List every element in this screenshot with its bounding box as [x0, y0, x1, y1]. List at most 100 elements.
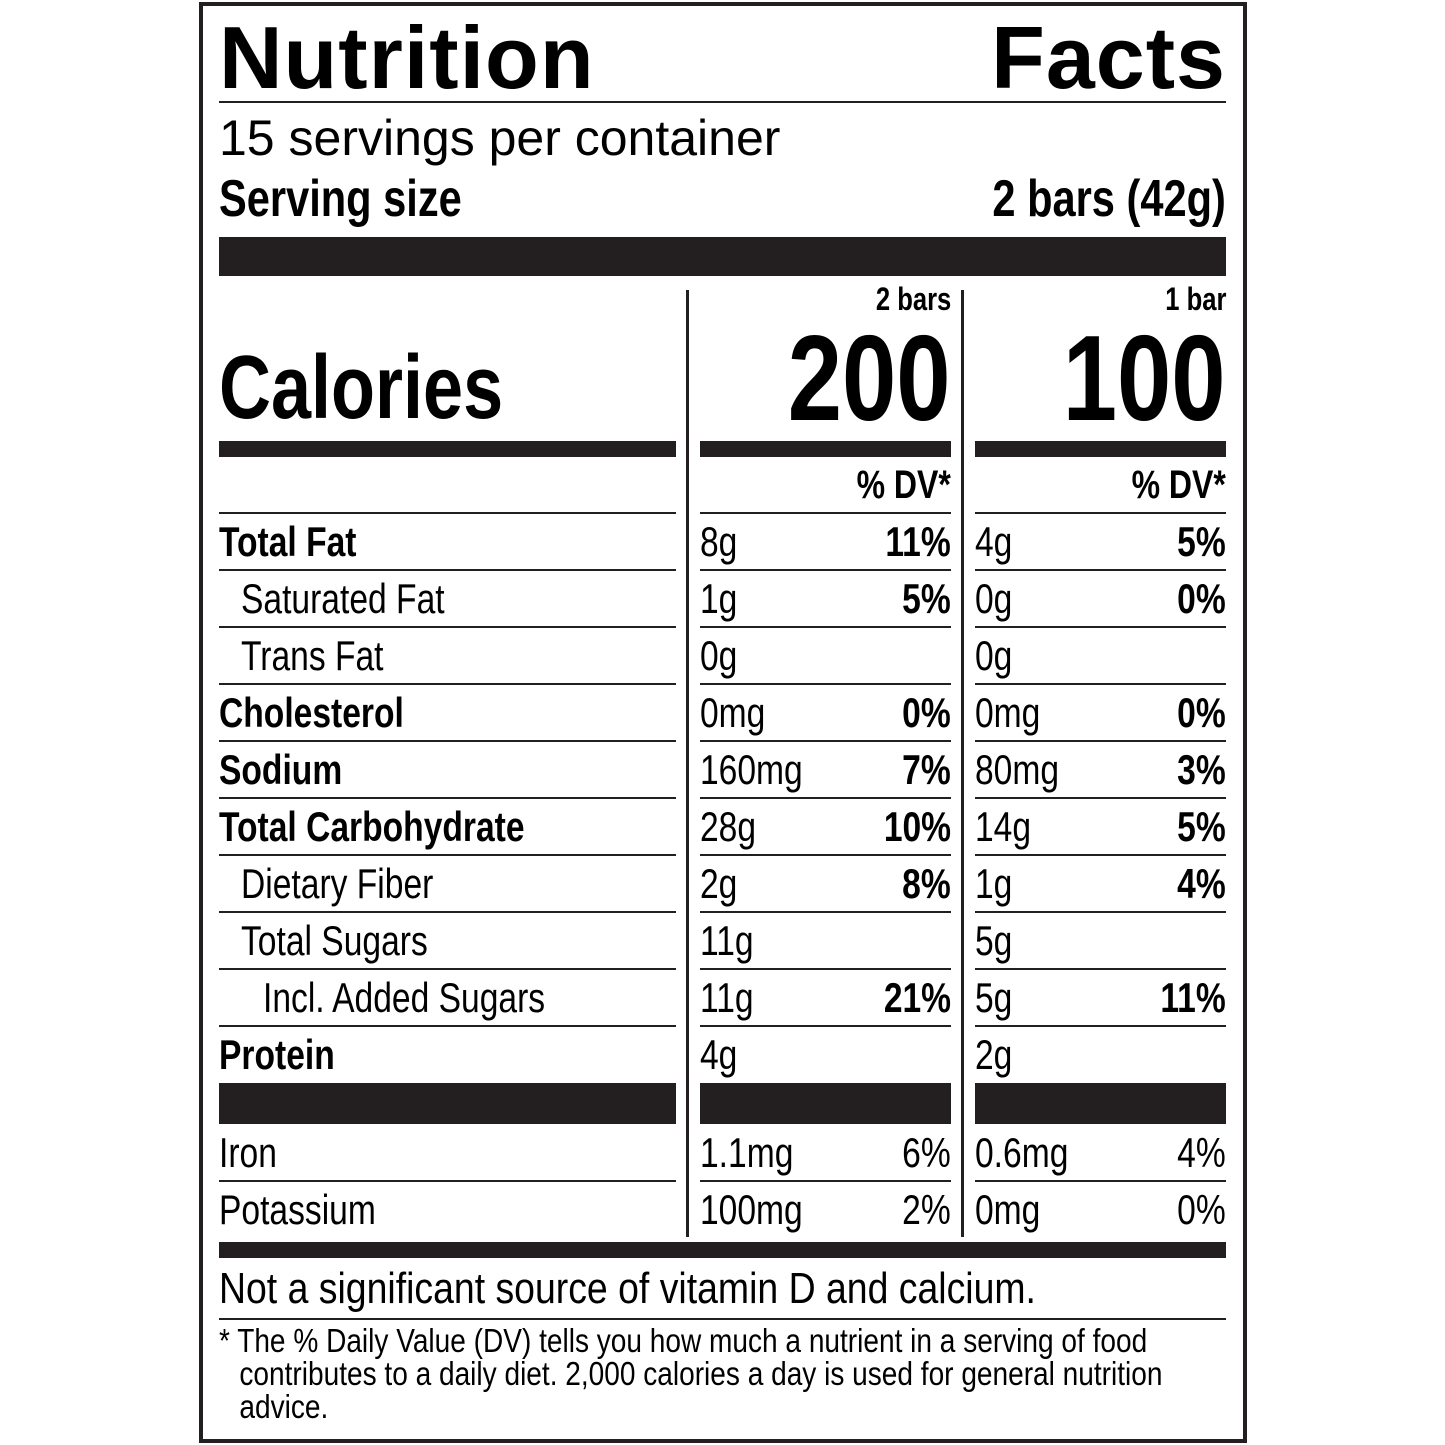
- nutrient-amount: 11g: [700, 969, 767, 1024]
- nutrient-label: Iron: [219, 1124, 291, 1179]
- column-divider: [961, 290, 964, 1237]
- nutrient-amount-text: 100mg: [700, 1186, 803, 1233]
- row-divider: [700, 1180, 951, 1182]
- row-divider: [975, 683, 1226, 685]
- nutrient-amount-text: 1g: [975, 860, 1013, 907]
- nutrient-dv: 11%: [869, 513, 951, 568]
- nutrient-amount-text: 2g: [700, 860, 738, 907]
- nutrient-label: Trans Fat: [241, 627, 419, 682]
- nutrient-amount-text: 0mg: [975, 689, 1041, 736]
- nutrient-dv: 5%: [1165, 798, 1226, 853]
- not-significant-note: Not a significant source of vitamin D an…: [219, 1264, 1036, 1313]
- table-row: Iron 1.1mg 6% 0.6mg 4%: [0, 1124, 1445, 1181]
- thick-bar: [975, 441, 1226, 457]
- nutrient-dv: 0%: [1165, 684, 1226, 739]
- column-header-2-bars: 2 bars: [875, 281, 951, 317]
- nutrient-label: Total Sugars: [241, 912, 474, 967]
- row-divider: [219, 740, 676, 742]
- table-row: Sodium 160mg 7% 80mg 3%: [0, 741, 1445, 798]
- row-divider: [975, 740, 1226, 742]
- nutrient-label-text: Protein: [219, 1031, 335, 1078]
- nutrient-label-text: Total Fat: [219, 518, 357, 565]
- nutrient-amount-text: 0g: [975, 632, 1013, 679]
- nutrient-amount: 160mg: [700, 741, 828, 796]
- serving-size-value: 2 bars (42g): [992, 170, 1226, 228]
- nutrient-dv-text: 11%: [885, 518, 951, 565]
- nutrient-amount: 0mg: [700, 684, 782, 739]
- nutrient-amount-text: 11g: [700, 917, 754, 964]
- row-divider: [700, 968, 951, 970]
- row-divider: [975, 968, 1226, 970]
- table-row: Protein 4g 2g: [0, 1026, 1445, 1083]
- row-divider: [700, 683, 951, 685]
- footnote: * The % Daily Value (DV) tells you how m…: [219, 1322, 1163, 1425]
- row-divider: [975, 569, 1226, 571]
- nutrient-amount: 4g: [700, 1026, 747, 1081]
- calories-value-1-bar: 100: [1063, 310, 1226, 446]
- nutrient-label: Protein: [219, 1026, 364, 1081]
- dv-header-1-bar: % DV*: [1131, 463, 1226, 507]
- nutrient-dv: 10%: [867, 798, 951, 853]
- row-divider: [219, 626, 676, 628]
- nutrient-amount-text: 0mg: [700, 689, 766, 736]
- row-divider: [219, 911, 676, 913]
- divider: [219, 1318, 1226, 1320]
- thick-bar: [219, 237, 1226, 276]
- nutrient-dv-text: 5%: [1177, 518, 1226, 565]
- nutrient-dv-text: 0%: [1177, 689, 1226, 736]
- nutrient-amount: 100mg: [700, 1181, 828, 1236]
- nutrient-amount: 28g: [700, 798, 770, 853]
- nutrient-amount: 0mg: [975, 1181, 1057, 1236]
- table-row: Cholesterol 0mg 0% 0mg 0%: [0, 684, 1445, 741]
- nutrient-amount: 5g: [975, 912, 1022, 967]
- nutrient-dv-text: 3%: [1177, 746, 1226, 793]
- nutrient-dv: 0%: [1165, 1181, 1226, 1236]
- nutrient-amount-text: 0mg: [975, 1186, 1041, 1233]
- row-divider: [219, 683, 676, 685]
- nutrient-amount-text: 5g: [975, 917, 1013, 964]
- title-nutrition: Nutrition: [219, 8, 595, 107]
- row-divider: [700, 1025, 951, 1027]
- nutrient-amount: 1g: [700, 570, 747, 625]
- nutrient-amount-text: 5g: [975, 974, 1013, 1021]
- servings-per-container: 15 servings per container: [219, 110, 781, 166]
- nutrient-dv: 6%: [890, 1124, 951, 1179]
- nutrient-dv-text: 10%: [883, 803, 951, 850]
- row-divider: [975, 1025, 1226, 1027]
- row-divider: [700, 626, 951, 628]
- nutrient-amount-text: 80mg: [975, 746, 1060, 793]
- nutrient-amount: 5g: [975, 969, 1022, 1024]
- nutrient-label-text: Trans Fat: [241, 632, 384, 679]
- nutrient-dv: 7%: [890, 741, 951, 796]
- calories-label: Calories: [219, 338, 504, 438]
- nutrient-amount-text: 1g: [700, 575, 738, 622]
- nutrient-label: Incl. Added Sugars: [263, 969, 616, 1024]
- nutrient-dv-text: 5%: [902, 575, 951, 622]
- nutrient-amount: 0g: [975, 570, 1022, 625]
- nutrient-amount-text: 4g: [700, 1031, 738, 1078]
- nutrient-dv: 4%: [1165, 1124, 1226, 1179]
- nutrient-label: Cholesterol: [219, 684, 450, 739]
- nutrient-amount-text: 0.6mg: [975, 1129, 1069, 1176]
- row-divider: [700, 854, 951, 856]
- thick-bar: [700, 1083, 951, 1124]
- serving-size-label: Serving size: [219, 170, 462, 228]
- row-divider: [975, 1180, 1226, 1182]
- nutrient-amount-text: 4g: [975, 518, 1013, 565]
- row-divider: [219, 512, 676, 514]
- nutrient-label: Total Fat: [219, 513, 391, 568]
- nutrient-dv: 5%: [1165, 513, 1226, 568]
- calories-value-2-bars: 200: [788, 310, 951, 446]
- nutrient-dv-text: 0%: [902, 689, 951, 736]
- nutrient-dv-text: 4%: [1177, 860, 1226, 907]
- nutrient-label-text: Incl. Added Sugars: [263, 974, 546, 1021]
- nutrient-label: Dietary Fiber: [241, 855, 481, 910]
- nutrient-amount: 80mg: [975, 741, 1080, 796]
- nutrient-dv: 21%: [867, 969, 951, 1024]
- thick-bar: [700, 441, 951, 457]
- row-divider: [975, 626, 1226, 628]
- nutrient-amount: 1g: [975, 855, 1022, 910]
- row-divider: [219, 569, 676, 571]
- dv-header-2-bars: % DV*: [856, 463, 951, 507]
- nutrient-amount: 14g: [975, 798, 1045, 853]
